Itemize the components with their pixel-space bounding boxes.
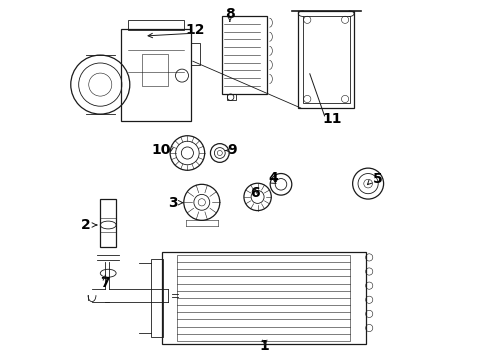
Bar	[227, 94, 236, 100]
Text: 12: 12	[186, 23, 205, 36]
Text: 1: 1	[260, 339, 270, 353]
Text: 3: 3	[168, 196, 178, 210]
Text: 8: 8	[225, 8, 235, 21]
Bar	[151, 259, 163, 337]
Bar	[298, 11, 354, 108]
Bar	[143, 54, 168, 86]
Bar	[177, 255, 350, 341]
Bar	[303, 16, 350, 103]
Text: 6: 6	[250, 186, 260, 200]
Text: 4: 4	[268, 171, 278, 185]
Text: 7: 7	[100, 276, 110, 289]
Text: 10: 10	[152, 144, 171, 157]
Text: 11: 11	[323, 112, 342, 126]
Text: 5: 5	[372, 172, 382, 185]
Text: 9: 9	[227, 144, 237, 157]
Bar	[162, 252, 366, 344]
Bar	[100, 199, 116, 247]
Bar	[221, 16, 267, 94]
Bar	[128, 20, 184, 30]
Text: 2: 2	[81, 218, 91, 232]
Bar	[191, 43, 200, 65]
Bar	[121, 29, 191, 121]
